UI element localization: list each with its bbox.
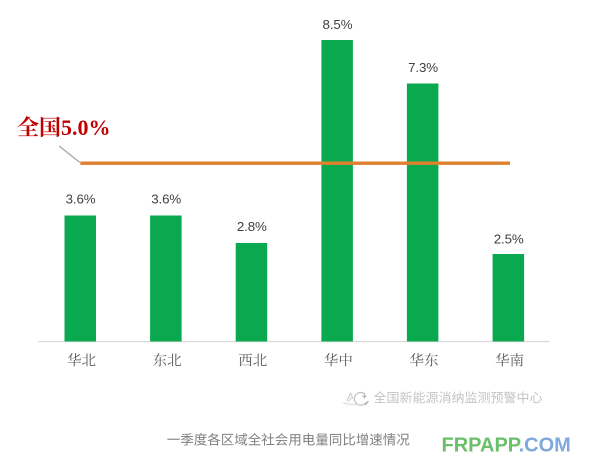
svg-text:2.5%: 2.5% <box>494 231 524 246</box>
svg-text:5.0%: 5.0% <box>61 115 111 140</box>
svg-text:8.5%: 8.5% <box>323 17 353 32</box>
svg-text:FRPAPP.COM: FRPAPP.COM <box>442 435 571 457</box>
svg-text:7.3%: 7.3% <box>408 60 438 75</box>
svg-text:2.8%: 2.8% <box>237 219 267 234</box>
svg-text:3.6%: 3.6% <box>66 191 96 206</box>
svg-text:3.6%: 3.6% <box>151 191 181 206</box>
